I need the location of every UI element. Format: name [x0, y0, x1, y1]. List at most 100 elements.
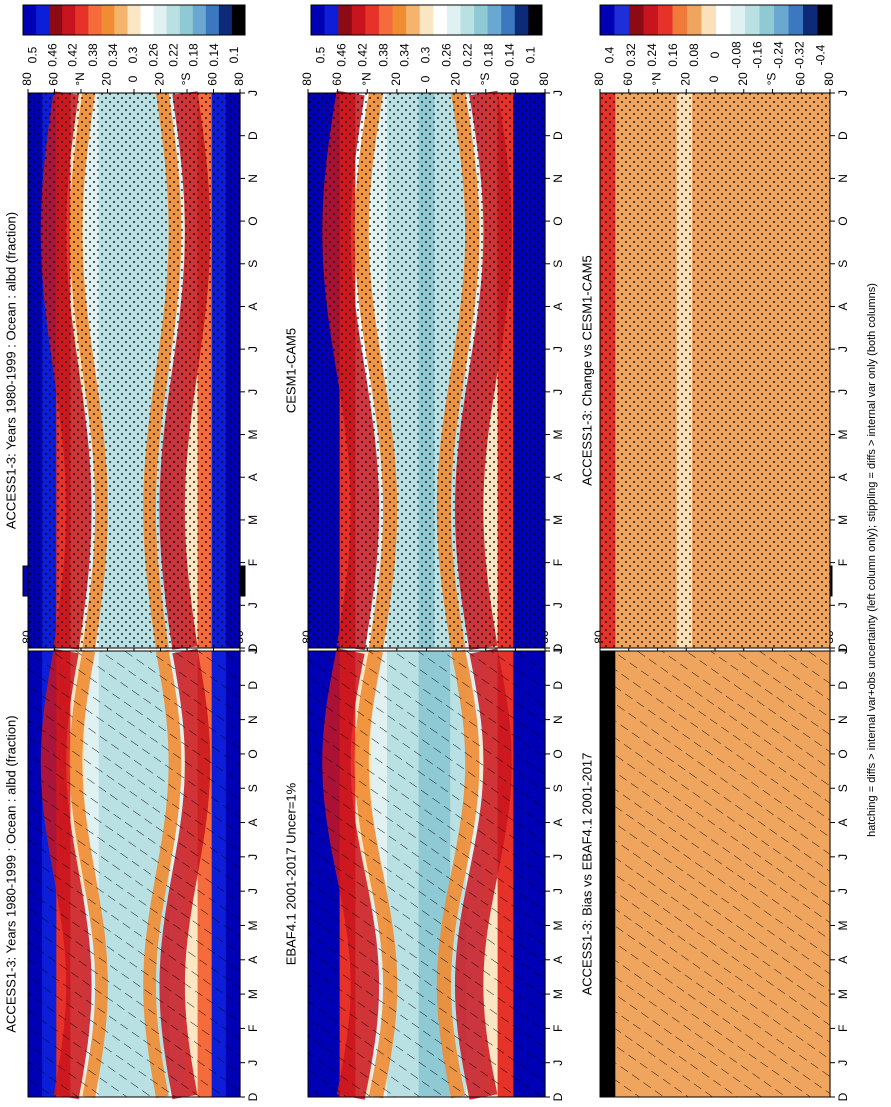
- colorbar-swatch: [788, 5, 804, 35]
- month-tick-label: J: [551, 888, 565, 894]
- month-tick-label: F: [836, 1025, 850, 1032]
- colorbar-frame: [22, 4, 246, 36]
- colorbar-swatch: [745, 5, 760, 35]
- month-tick-label: O: [246, 216, 260, 225]
- colorbar-label: 0.42: [66, 43, 80, 67]
- month-tick-label: D: [246, 681, 260, 690]
- month-tick-label: A: [551, 473, 565, 481]
- month-tick-label: M: [246, 989, 260, 999]
- month-tick-label: J: [836, 389, 850, 395]
- colorbar-swatch: [49, 5, 63, 35]
- month-tick-label: F: [551, 559, 565, 566]
- colorbar-frame: [310, 4, 543, 36]
- colorbar-label: 0.5: [25, 46, 39, 63]
- colorbar-label: -0.16: [750, 41, 764, 69]
- lat-tick-label: 20: [448, 72, 462, 86]
- month-tick-label: S: [836, 260, 850, 268]
- month-tick-label: J: [836, 888, 850, 894]
- colorbar-label: 0.26: [146, 43, 160, 67]
- hatching-overlay: [28, 651, 240, 1097]
- colorbar-label: 0.1: [524, 46, 538, 63]
- colorbar-swatch: [514, 5, 529, 35]
- lat-tick-label: °N: [73, 72, 87, 85]
- month-tick-label: S: [551, 784, 565, 792]
- lat-tick-label: 60: [793, 72, 807, 86]
- lat-tick-label: °S: [179, 73, 193, 86]
- colorbar-label: 0.24: [645, 43, 659, 67]
- footnote-text: hatching = diffs > internal var+obs unce…: [866, 283, 878, 837]
- colorbar-swatch: [501, 5, 516, 35]
- month-tick-label: J: [836, 90, 850, 96]
- colorbar-label: -0.4: [814, 44, 828, 65]
- month-tick-label: J: [246, 648, 260, 654]
- month-tick-label: A: [836, 819, 850, 827]
- lat-tick-label: 80: [592, 72, 606, 86]
- colorbar-swatch: [614, 5, 630, 35]
- month-tick-label: S: [836, 784, 850, 792]
- colorbar-swatch: [88, 5, 102, 35]
- lat-tick-label: 80: [300, 72, 314, 86]
- month-tick-label: F: [551, 1025, 565, 1032]
- colorbar-swatch: [75, 5, 89, 35]
- colorbar-swatch: [205, 5, 220, 35]
- month-tick-label: J: [836, 648, 850, 654]
- month-tick-label: J: [836, 854, 850, 860]
- colorbar-swatch: [716, 5, 731, 35]
- month-tick-label: N: [246, 174, 260, 183]
- colorbar-swatch: [672, 5, 688, 35]
- colorbar-swatch: [474, 5, 489, 35]
- month-tick-label: J: [246, 389, 260, 395]
- colorbar-swatch: [433, 5, 448, 35]
- lat-tick-label: 60: [206, 72, 220, 86]
- stippling-overlay: [308, 93, 545, 648]
- month-tick-label: M: [551, 920, 565, 930]
- colorbar-label: 0.38: [377, 43, 391, 67]
- month-tick-label: D: [836, 131, 850, 140]
- month-tick-label: N: [551, 715, 565, 724]
- lat-tick-label: °N: [359, 72, 373, 85]
- panel-title: ACCESS1-3: Bias vs EBAF4.1 2001-2017: [579, 753, 594, 996]
- month-tick-label: J: [551, 90, 565, 96]
- month-tick-label: D: [551, 131, 565, 140]
- colorbar-swatch: [528, 5, 543, 35]
- lat-tick-label: 80: [822, 72, 836, 86]
- colorbar-label: 0.16: [666, 43, 680, 67]
- colorbar-swatch: [36, 5, 50, 35]
- month-tick-label: M: [836, 515, 850, 525]
- colorbar-label: 0.38: [86, 43, 100, 67]
- month-tick-label: S: [246, 260, 260, 268]
- colorbar-label: 0.18: [482, 43, 496, 67]
- month-tick-label: D: [246, 1092, 260, 1101]
- colorbar-swatch: [730, 5, 746, 35]
- month-tick-label: J: [836, 1060, 850, 1066]
- month-tick-label: D: [551, 1092, 565, 1101]
- month-tick-label: S: [246, 784, 260, 792]
- month-tick-label: A: [246, 302, 260, 310]
- month-tick-label: M: [551, 515, 565, 525]
- month-tick-label: F: [246, 559, 260, 566]
- colorbar-swatch: [166, 5, 181, 35]
- colorbar-swatch: [153, 5, 168, 35]
- month-tick-label: J: [836, 346, 850, 352]
- lat-tick-label: 20: [678, 72, 692, 86]
- colorbar-swatch: [817, 5, 833, 35]
- colorbar-label: 0.46: [335, 43, 349, 67]
- colorbar-label: 0.22: [167, 43, 181, 67]
- colorbar: 0.5 0.46 0.42 0.38 0.34 0.3 0.26 0.22 0.18 0.14 0.…: [22, 4, 246, 67]
- month-tick-label: O: [551, 216, 565, 225]
- colorbar-label: 0.3: [419, 46, 433, 63]
- month-tick-label: M: [551, 430, 565, 440]
- colorbar-swatch: [192, 5, 207, 35]
- colorbar: 0.5 0.46 0.42 0.38 0.34 0.3 0.26 0.22 0.18 0.14 0.…: [310, 4, 543, 67]
- colorbar-swatch: [460, 5, 475, 35]
- lat-tick-label: 60: [621, 72, 635, 86]
- month-tick-label: J: [551, 648, 565, 654]
- hatching-overlay: [600, 651, 830, 1097]
- panel-title: CESM1-CAM5: [283, 328, 298, 413]
- month-tick-label: A: [246, 473, 260, 481]
- month-tick-label: A: [836, 473, 850, 481]
